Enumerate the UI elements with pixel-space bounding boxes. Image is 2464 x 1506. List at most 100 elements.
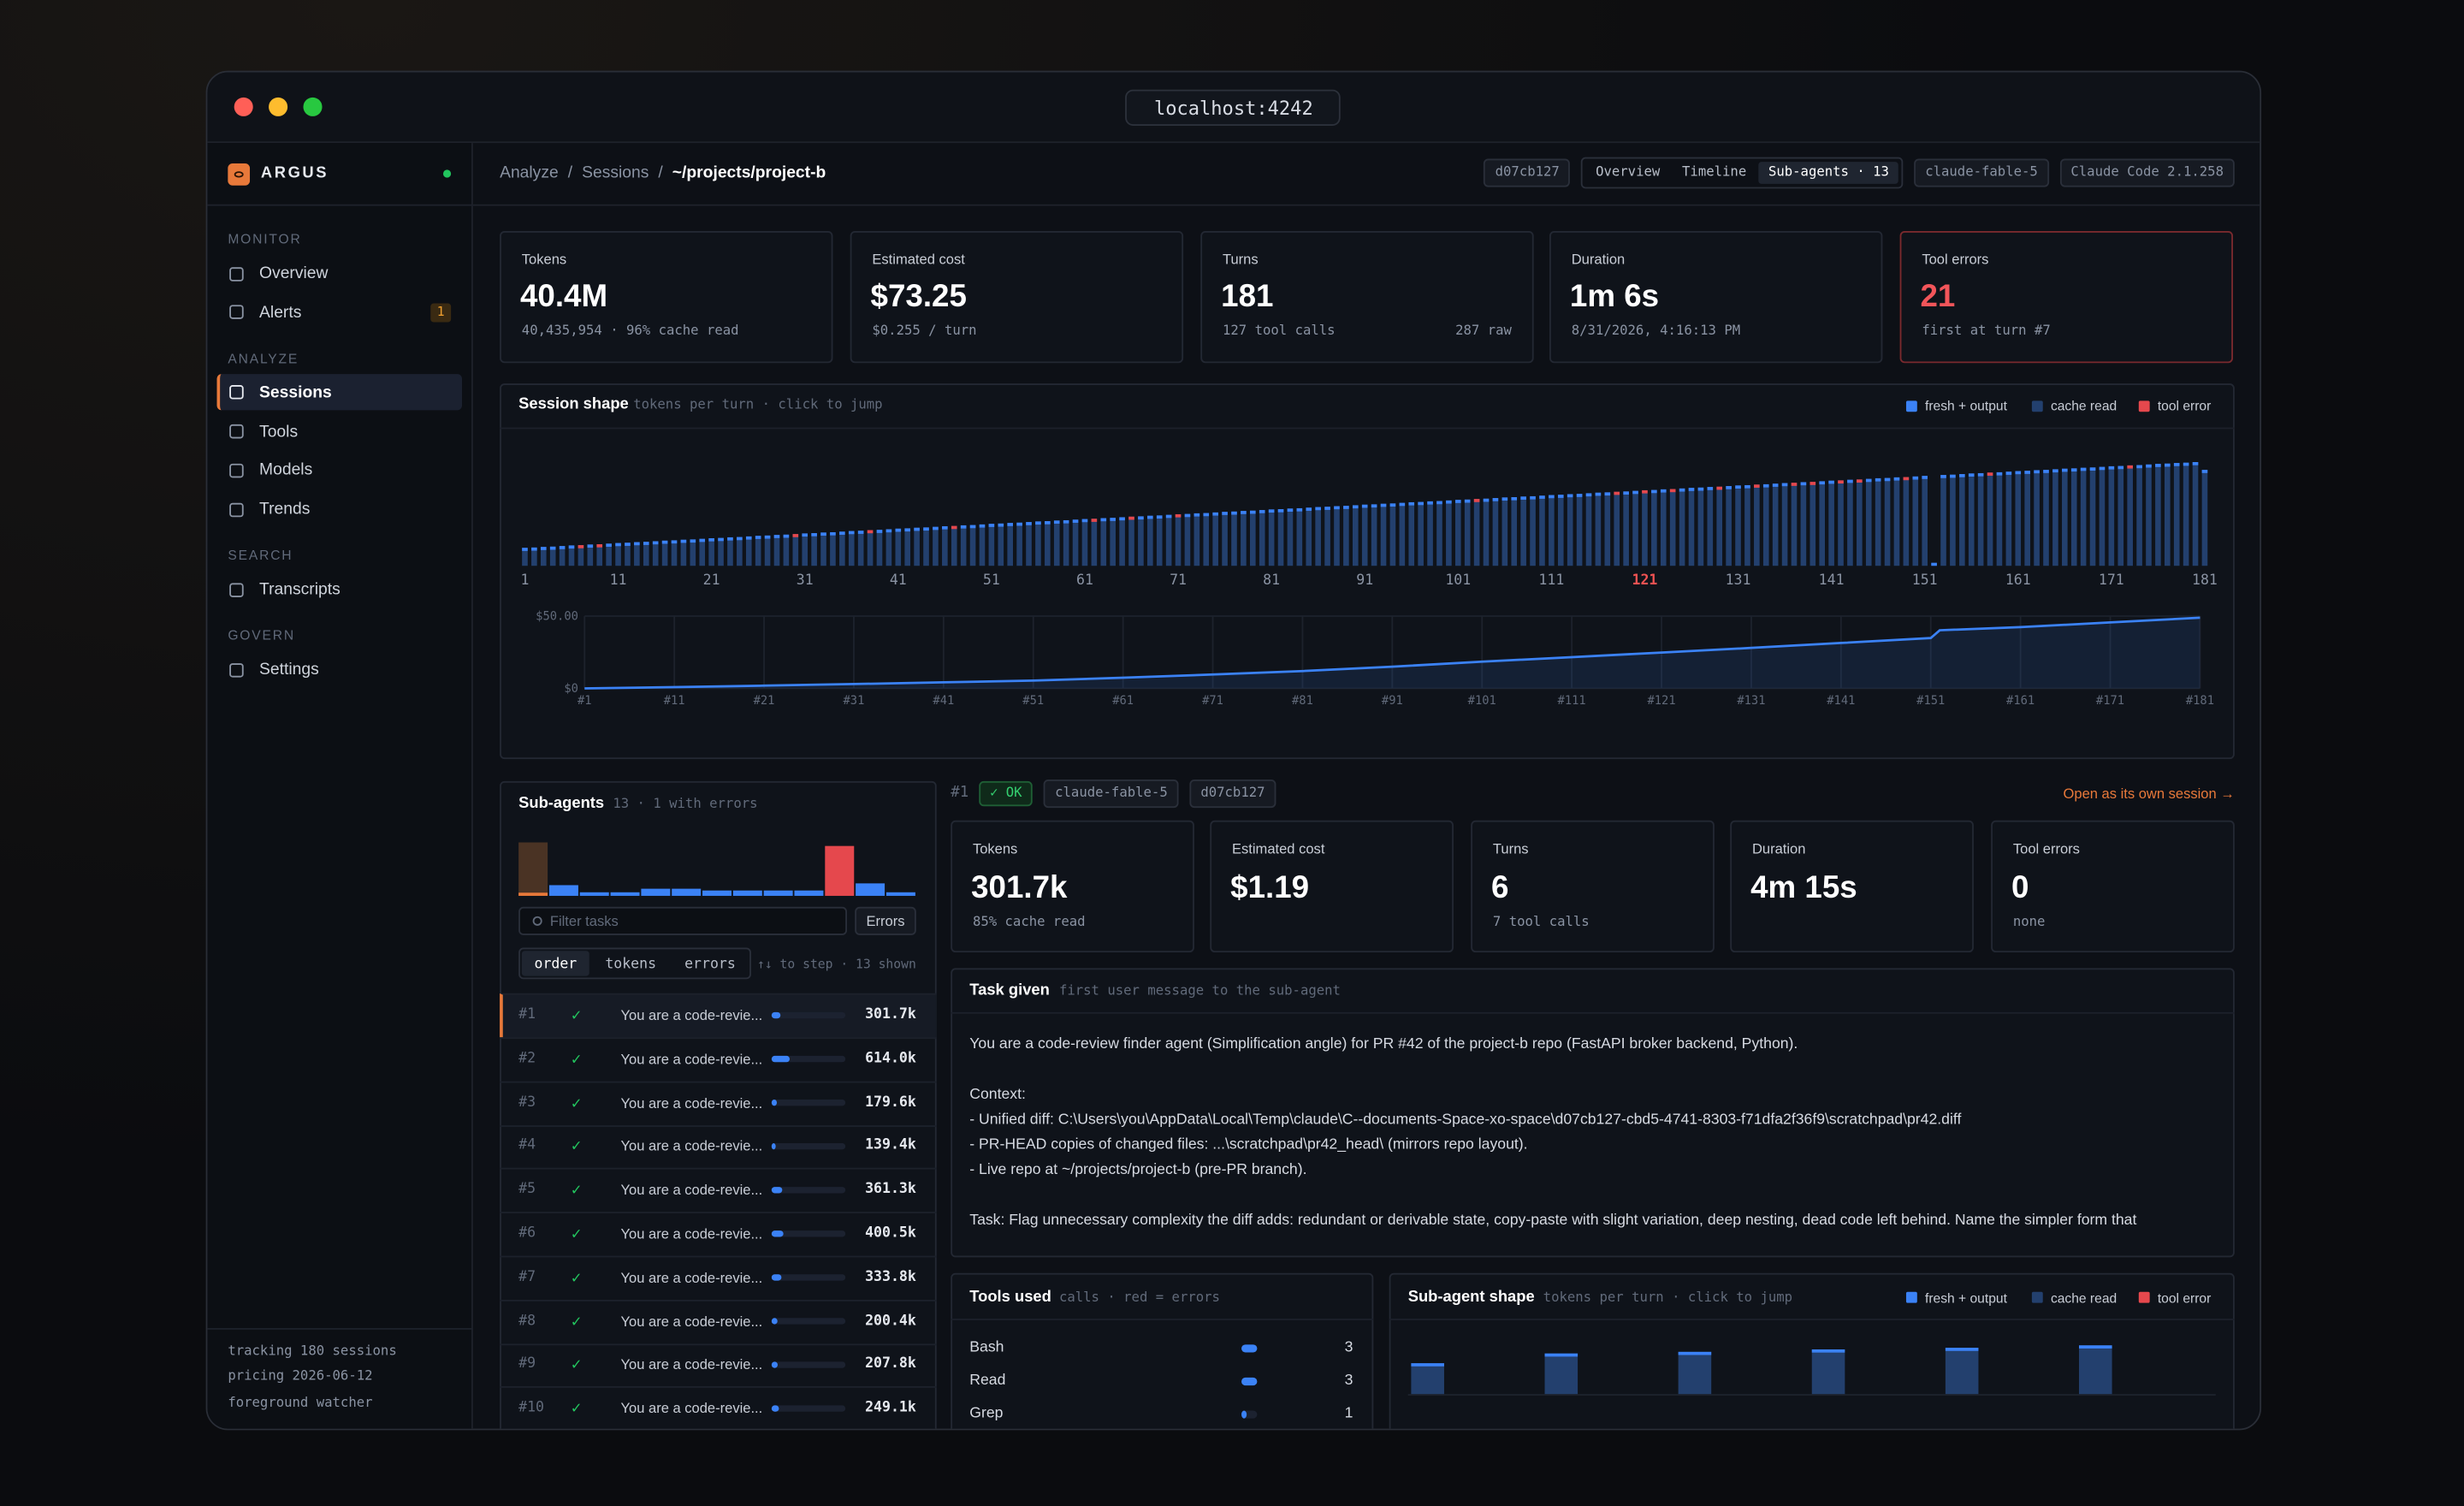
panel-subtitle: tokens per turn · click to jump: [1543, 1290, 1793, 1306]
status-dot: [442, 169, 452, 178]
agent-task: You are a code-revie...: [620, 1007, 763, 1023]
section-title: ANALYZE: [228, 350, 299, 366]
sort-option[interactable]: tokens: [605, 957, 657, 973]
stat-sub: 85% cache read: [972, 914, 1086, 931]
url-bar: [1125, 89, 1341, 126]
errors-button-label: Errors: [866, 913, 905, 929]
agent-tokens: 333.8k: [865, 1269, 916, 1286]
agent-tokens: 400.5k: [865, 1225, 916, 1242]
nav-item[interactable]: Models: [259, 460, 313, 480]
agent-task: You are a code-revie...: [620, 1094, 763, 1111]
nav-item[interactable]: Alerts: [259, 303, 302, 323]
stat-label: Estimated cost: [872, 251, 965, 268]
agent-row[interactable]: [500, 1299, 937, 1343]
panel-divider: [1389, 1319, 2235, 1320]
nav-item[interactable]: Sessions: [259, 382, 332, 402]
legend-label: fresh + output: [1925, 1290, 2007, 1306]
legend-swatch: [2031, 400, 2043, 412]
open-link[interactable]: Open as its own session →: [2063, 785, 2235, 801]
sort-option[interactable]: order: [521, 951, 589, 976]
stat-sub: none: [2012, 914, 2046, 931]
nav-item[interactable]: Trends: [259, 500, 311, 519]
stat-value: 40.4M: [519, 279, 608, 315]
legend-label: cache read: [2050, 397, 2118, 414]
brand-logo-eye: [234, 171, 244, 178]
url: localhost:4242: [1153, 96, 1313, 119]
stat-label: Duration: [1571, 251, 1626, 268]
agent-id: #7: [518, 1269, 536, 1286]
nav-item[interactable]: Settings: [259, 660, 319, 679]
agent-status: ✓: [570, 1356, 583, 1373]
task-line: - PR-HEAD copies of changed files: ...\s…: [969, 1135, 1528, 1154]
legend-label: cache read: [2050, 1290, 2118, 1306]
agent-row[interactable]: [500, 1212, 937, 1255]
stat-label: Turns: [1222, 251, 1259, 268]
legend-label: tool error: [2157, 1290, 2212, 1306]
window-control[interactable]: [303, 97, 323, 116]
agent-row[interactable]: [500, 1386, 937, 1429]
breadcrumb-separator: /: [658, 163, 663, 183]
errors-button[interactable]: [855, 906, 916, 935]
detail-id: #1: [951, 783, 969, 801]
nav-icon: [229, 502, 244, 517]
legend-label: fresh + output: [1925, 397, 2007, 414]
stat-value: 6: [1491, 870, 1509, 905]
tab[interactable]: Timeline: [1682, 164, 1747, 181]
window-control[interactable]: [234, 97, 253, 116]
legend-swatch: [2031, 1291, 2043, 1303]
panel-divider: [951, 1319, 1374, 1320]
tab[interactable]: Overview: [1596, 164, 1661, 181]
agent-status: ✓: [570, 1313, 583, 1330]
sort-hint: ↑↓ to step · 13 shown: [757, 956, 916, 971]
stat-label: Duration: [1751, 840, 1806, 857]
window-control[interactable]: [269, 97, 288, 116]
agent-id: #6: [518, 1225, 536, 1242]
agent-id: #1: [518, 1007, 536, 1023]
nav-item[interactable]: Tools: [259, 422, 299, 442]
sort-option[interactable]: errors: [684, 957, 736, 973]
stat-card: [951, 820, 1194, 953]
section-title: SEARCH: [228, 547, 293, 563]
search-icon: [532, 916, 542, 926]
stat-card: [1549, 231, 1883, 364]
stat-sub: 7 tool calls: [1492, 914, 1590, 931]
nav-icon: [229, 662, 244, 678]
breadcrumb-item: ~/projects/project-b: [672, 163, 826, 183]
agent-id: #3: [518, 1094, 536, 1111]
agent-status: ✓: [570, 1007, 583, 1023]
sidebar: [207, 143, 473, 1429]
agent-row[interactable]: [500, 1255, 937, 1299]
nav-icon: [229, 463, 244, 478]
task-line: You are a code-review finder agent (Simp…: [969, 1035, 1798, 1053]
agent-task: You are a code-revie...: [620, 1225, 763, 1242]
stat-label: Tool errors: [1922, 251, 1989, 268]
agent-tokens: 179.6k: [865, 1094, 916, 1111]
stat-label: Tokens: [521, 251, 567, 268]
stat-value: 4m 15s: [1750, 870, 1857, 905]
agent-row[interactable]: [500, 993, 937, 1038]
agent-row[interactable]: [500, 1168, 937, 1212]
tool-calls: 3: [1344, 1338, 1353, 1357]
agent-row[interactable]: [500, 1081, 937, 1124]
breadcrumb-separator: /: [567, 163, 573, 183]
tab[interactable]: Sub-agents · 13: [1758, 162, 1898, 184]
breadcrumb-item[interactable]: Analyze: [500, 163, 559, 183]
breadcrumb-item[interactable]: Sessions: [582, 163, 649, 183]
agent-task: You are a code-revie...: [620, 1138, 763, 1154]
filter-input[interactable]: [518, 906, 848, 935]
badge-bg: [430, 303, 452, 323]
nav-item[interactable]: Overview: [259, 264, 329, 283]
agent-row[interactable]: [500, 1343, 937, 1386]
badge: 1: [436, 304, 445, 319]
active-nav[interactable]: [216, 374, 463, 411]
panel-divider: [500, 427, 2235, 430]
nav-item[interactable]: Transcripts: [259, 580, 341, 600]
agent-row[interactable]: [500, 1037, 937, 1081]
tool-name: Bash: [969, 1338, 1004, 1357]
stat-card: [1200, 231, 1534, 364]
agent-row[interactable]: [500, 1124, 937, 1168]
agent-tokens: 361.3k: [865, 1182, 916, 1198]
stat-value: 21: [1920, 279, 1956, 315]
tool-name: Grep: [969, 1405, 1004, 1423]
